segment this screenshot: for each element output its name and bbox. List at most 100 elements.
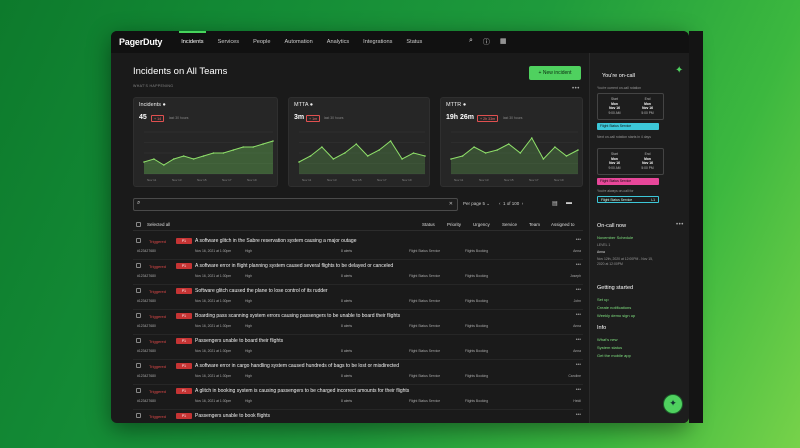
schedule-link[interactable]: November Schedule (597, 235, 634, 240)
data-point[interactable] (321, 146, 323, 148)
row-menu-icon[interactable]: ••• (575, 312, 581, 318)
data-point[interactable] (232, 149, 235, 151)
incident-title[interactable]: Passengers unable to book flights (195, 413, 271, 419)
data-point[interactable] (366, 155, 369, 157)
service-pill-outline[interactable]: Flight Status Service L1 (597, 196, 659, 203)
data-point[interactable] (172, 158, 175, 160)
incident-title[interactable]: A software error in flight planning syst… (195, 263, 394, 269)
incident-search-input[interactable]: ⌕ ✕ (133, 198, 458, 211)
row-checkbox[interactable] (136, 388, 141, 393)
incident-title[interactable]: Boarding pass scanning system errors cau… (195, 313, 401, 319)
data-point[interactable] (484, 152, 487, 154)
nav-incidents[interactable]: Incidents (179, 31, 207, 53)
data-point[interactable] (309, 155, 312, 157)
header-status[interactable]: Status (422, 222, 435, 227)
compact-view-icon[interactable]: ▬ (566, 200, 572, 206)
row-checkbox[interactable] (136, 338, 141, 343)
nav-analytics[interactable]: Analytics (326, 39, 350, 45)
row-menu-icon[interactable]: ••• (575, 362, 581, 368)
data-point[interactable] (143, 161, 145, 163)
info-icon[interactable]: ● (309, 102, 314, 108)
next-page-icon[interactable]: › (521, 201, 524, 206)
incident-title[interactable]: Passengers unable to board their flights (195, 338, 284, 344)
data-point[interactable] (272, 140, 274, 142)
incident-row[interactable]: Triggered P1 Software glitch caused the pl… (133, 285, 583, 310)
nav-integrations[interactable]: Integrations (363, 39, 393, 45)
row-menu-icon[interactable]: ••• (575, 237, 581, 243)
incident-row[interactable]: Triggered P1 Passengers unable to board th… (133, 335, 583, 360)
data-point[interactable] (424, 155, 426, 157)
data-point[interactable] (389, 140, 392, 142)
incident-title[interactable]: A glitch in booking system is causing pa… (195, 388, 410, 394)
row-checkbox[interactable] (136, 363, 141, 368)
data-point[interactable] (401, 158, 403, 160)
header-urgency[interactable]: Urgency (473, 222, 490, 227)
help-icon[interactable]: ⓘ (482, 39, 490, 46)
data-point[interactable] (473, 146, 475, 148)
data-point[interactable] (153, 158, 155, 160)
service-pill[interactable]: Flight Status Service (597, 178, 659, 185)
list-view-icon[interactable]: ▤ (552, 201, 558, 207)
select-all-checkbox[interactable] (136, 222, 141, 227)
data-point[interactable] (332, 158, 335, 160)
data-point[interactable] (577, 149, 579, 151)
system-status-link[interactable]: System status (597, 345, 623, 350)
nav-automation[interactable]: Automation (284, 39, 313, 45)
incident-row[interactable]: Triggered P1 A software error in cargo han… (133, 360, 583, 385)
data-point[interactable] (298, 161, 300, 163)
incidents-card[interactable]: Incidents ● 45 + 14 last 30 hours Nov 11… (133, 97, 278, 187)
incident-row[interactable]: Triggered P1 A glitch in booking system is… (133, 385, 583, 410)
row-checkbox[interactable] (136, 238, 141, 243)
info-icon[interactable]: ● (162, 102, 166, 108)
row-checkbox[interactable] (136, 263, 141, 268)
row-menu-icon[interactable]: ••• (575, 337, 581, 343)
incident-title[interactable]: Software glitch caused the plane to lose… (195, 288, 328, 294)
service-pill[interactable]: Flight Status Service (597, 123, 659, 130)
apps-grid-icon[interactable]: ▦ (499, 38, 507, 45)
demo-signup-link[interactable]: Weekly demo sign up (597, 313, 636, 318)
row-checkbox[interactable] (136, 288, 141, 293)
incident-row[interactable]: Triggered P1 Boarding pass scanning system… (133, 310, 583, 335)
header-priority[interactable]: Priority (447, 222, 462, 227)
mtta-card[interactable]: MTTA ● 3m + 1m last 30 hours Nov 11 Nov … (288, 97, 430, 187)
header-service[interactable]: Service (502, 222, 518, 227)
row-menu-icon[interactable]: ••• (575, 387, 581, 393)
row-checkbox[interactable] (136, 313, 141, 318)
row-menu-icon[interactable]: ••• (575, 262, 581, 268)
header-team[interactable]: Team (529, 222, 541, 227)
setup-link[interactable]: Set up (597, 297, 609, 302)
data-point[interactable] (182, 155, 185, 157)
data-point[interactable] (542, 158, 545, 160)
per-page-select[interactable]: Per page 5 ⌄ (463, 201, 491, 206)
header-assigned-to[interactable]: Assigned to (551, 222, 575, 227)
mobile-app-link[interactable]: Get the mobile app (597, 353, 631, 358)
incident-row[interactable]: Triggered P1 A software error in flight pl… (133, 260, 583, 285)
search-icon[interactable]: ⌕ (469, 37, 473, 44)
mttr-card[interactable]: MTTR ● 19h 26m + 2h 33m last 30 hours No… (440, 97, 583, 187)
incident-title[interactable]: A software glitch in the Sabre reservati… (195, 238, 357, 244)
data-point[interactable] (507, 143, 510, 145)
row-checkbox[interactable] (136, 413, 141, 418)
nav-services[interactable]: Services (217, 39, 240, 45)
data-point[interactable] (192, 158, 195, 160)
incident-row[interactable]: Triggered P1 A software glitch in the Sabr… (133, 235, 583, 260)
nav-status[interactable]: Status (406, 39, 423, 45)
more-options-icon[interactable]: ••• (676, 222, 684, 228)
new-incident-button[interactable]: + New incident (529, 66, 581, 80)
sparkle-icon[interactable]: ✦ (675, 65, 684, 76)
whats-new-link[interactable]: What's new (597, 337, 618, 342)
data-point[interactable] (461, 155, 464, 157)
clear-search-icon[interactable]: ✕ (448, 201, 453, 207)
data-point[interactable] (496, 149, 498, 151)
more-options-icon[interactable]: ••• (572, 86, 580, 92)
incident-title[interactable]: A software error in cargo handling syste… (195, 363, 399, 369)
incident-row[interactable]: Triggered P1 Passengers unable to book fli… (133, 410, 583, 423)
prev-page-icon[interactable]: ‹ (499, 201, 501, 206)
create-notifications-link[interactable]: Create notifications (597, 305, 632, 310)
data-point[interactable] (378, 149, 380, 151)
data-point[interactable] (163, 164, 165, 166)
pagerduty-logo[interactable]: PagerDuty (119, 37, 163, 47)
nav-people[interactable]: People (253, 39, 271, 45)
data-point[interactable] (355, 143, 358, 145)
data-point[interactable] (565, 155, 568, 157)
